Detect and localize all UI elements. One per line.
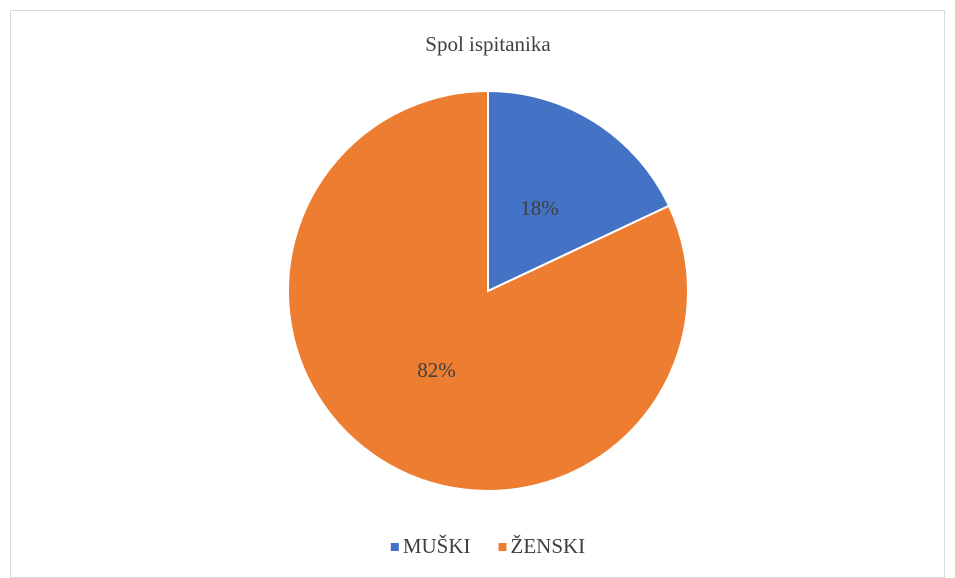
legend-label: ŽENSKI <box>511 534 586 558</box>
pie-slice <box>287 89 689 492</box>
data-label: 82% <box>417 358 456 382</box>
legend-label: MUŠKI <box>403 534 471 558</box>
pie-slice <box>487 89 671 293</box>
data-label: 18% <box>520 196 559 220</box>
chart-title: Spol ispitanika <box>425 32 551 56</box>
legend-swatch <box>498 543 507 551</box>
legend-swatch <box>390 543 399 551</box>
